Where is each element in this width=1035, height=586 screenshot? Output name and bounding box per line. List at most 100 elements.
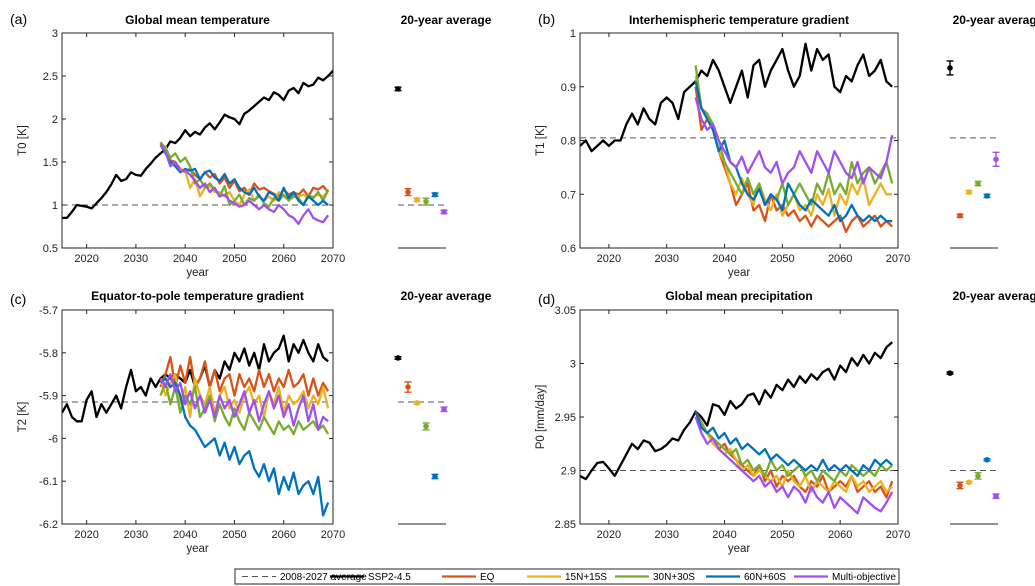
series-line-multi-objective — [159, 144, 330, 226]
y-tick-label: 1 — [570, 28, 576, 40]
panel-c: (c) Equator-to-pole temperature gradient 2… — [10, 289, 492, 555]
x-tick-label: 2070 — [886, 253, 910, 265]
chart-title: Global mean temperature — [125, 13, 270, 27]
y-tick-label: 0.9 — [561, 82, 576, 94]
average-panel: 20-year average — [394, 289, 492, 525]
series-line-60n-60s — [159, 144, 329, 207]
average-panel: 20-year average — [394, 13, 492, 249]
y-tick-label: 3.05 — [555, 305, 576, 317]
panel-label: (b) — [538, 11, 555, 27]
series-group — [580, 42, 894, 234]
x-tick-label: 2030 — [124, 253, 148, 265]
series-group — [62, 69, 333, 226]
x-tick-label: 2060 — [828, 253, 852, 265]
average-point-30n-30s — [423, 198, 429, 205]
series-line-15n-15s — [694, 416, 893, 494]
average-point-ssp2-4-5 — [947, 370, 953, 376]
axes-box — [579, 309, 899, 525]
series-line-ssp2-4-5 — [580, 341, 893, 481]
y-axis-label: T1 [K] — [535, 125, 547, 156]
y-tick-label: -6 — [48, 433, 58, 445]
legend-label: EQ — [480, 572, 495, 583]
axes-box — [61, 309, 334, 525]
average-point-15n-15s — [414, 197, 420, 203]
y-tick-label: -5.9 — [39, 391, 58, 403]
x-tick-label: 2020 — [597, 253, 621, 265]
y-tick-label: 2.5 — [43, 71, 58, 83]
y-tick-label: 2.9 — [561, 466, 576, 478]
panel-d: (d) Global mean precipitation 2020 2030 2040… — [535, 289, 1035, 555]
average-title: 20-year average — [953, 289, 1035, 303]
x-tick-label: 2050 — [222, 529, 246, 541]
y-tick-label: -6.2 — [39, 519, 58, 531]
average-point-eq — [405, 384, 411, 390]
series-line-ssp2-4-5 — [62, 69, 333, 220]
average-point-multi-objective — [993, 493, 999, 499]
x-tick-label: 2050 — [222, 253, 246, 265]
series-line-multi-objective — [694, 416, 894, 515]
y-tick-label: 2 — [52, 114, 58, 126]
x-axis-label: year — [186, 267, 209, 279]
x-tick-label: 2070 — [886, 529, 910, 541]
panel-label: (d) — [538, 291, 555, 307]
y-tick-label: 1.5 — [43, 157, 58, 169]
x-tick-label: 2030 — [654, 529, 678, 541]
y-tick-label: 1 — [52, 200, 58, 212]
axes-box — [61, 32, 334, 249]
series-group — [580, 341, 894, 515]
average-point-eq — [405, 189, 411, 195]
series-group — [62, 334, 330, 517]
y-tick-label: -6.1 — [39, 476, 58, 488]
average-point-15n-15s — [966, 479, 972, 486]
series-line-60n-60s — [694, 81, 893, 223]
average-point-eq — [957, 212, 963, 219]
series-line-15n-15s — [160, 143, 329, 207]
x-tick-label: 2060 — [271, 529, 295, 541]
series-line-30n-30s — [159, 381, 330, 436]
y-tick-label: 2.85 — [555, 519, 576, 531]
x-tick-label: 2040 — [173, 529, 197, 541]
average-title: 20-year average — [401, 289, 492, 303]
x-tick-label: 2040 — [712, 253, 736, 265]
average-panel: 20-year average — [946, 289, 1035, 525]
y-tick-label: 0.5 — [43, 243, 58, 255]
x-tick-label: 2040 — [712, 529, 736, 541]
average-point-multi-objective — [993, 156, 999, 163]
average-panel: 20-year average — [946, 13, 1035, 249]
y-tick-label: 0.7 — [561, 189, 576, 201]
average-point-30n-30s — [975, 180, 981, 187]
series-line-multi-objective — [159, 373, 329, 431]
legend-box — [234, 568, 900, 585]
series-line-30n-30s — [694, 416, 893, 483]
x-tick-label: 2020 — [597, 529, 621, 541]
series-line-60n-60s — [159, 377, 330, 517]
axes-box — [579, 32, 899, 249]
average-point-multi-objective — [441, 209, 447, 215]
y-axis-label: T2 [K] — [17, 402, 29, 433]
legend-label: 30N+30S — [653, 572, 695, 583]
x-axis-label: year — [186, 543, 209, 555]
panel-label: (c) — [10, 291, 26, 307]
average-point-30n-30s — [423, 423, 429, 430]
average-point-ssp2-4-5 — [395, 86, 401, 92]
legend-label: SSP2-4.5 — [368, 572, 411, 583]
x-tick-label: 2050 — [770, 253, 794, 265]
legend-label: 2008-2027 average — [280, 572, 367, 583]
legend: 2008-2027 average SSP2-4.5 EQ 15N+15S 30N+30… — [234, 568, 900, 585]
average-point-60n-60s — [984, 457, 990, 463]
legend-label: 60N+60S — [744, 572, 786, 583]
panel-label: (a) — [10, 11, 27, 27]
average-point-ssp2-4-5 — [395, 355, 401, 361]
average-title: 20-year average — [953, 13, 1035, 27]
x-tick-label: 2030 — [654, 253, 678, 265]
average-title: 20-year average — [401, 13, 492, 27]
x-axis-label: year — [728, 267, 751, 279]
x-tick-label: 2030 — [124, 529, 148, 541]
x-tick-label: 2020 — [74, 529, 98, 541]
series-line-60n-60s — [694, 411, 893, 478]
average-point-15n-15s — [414, 400, 420, 406]
y-tick-label: -5.8 — [39, 348, 58, 360]
y-tick-label: 2.95 — [555, 412, 576, 424]
